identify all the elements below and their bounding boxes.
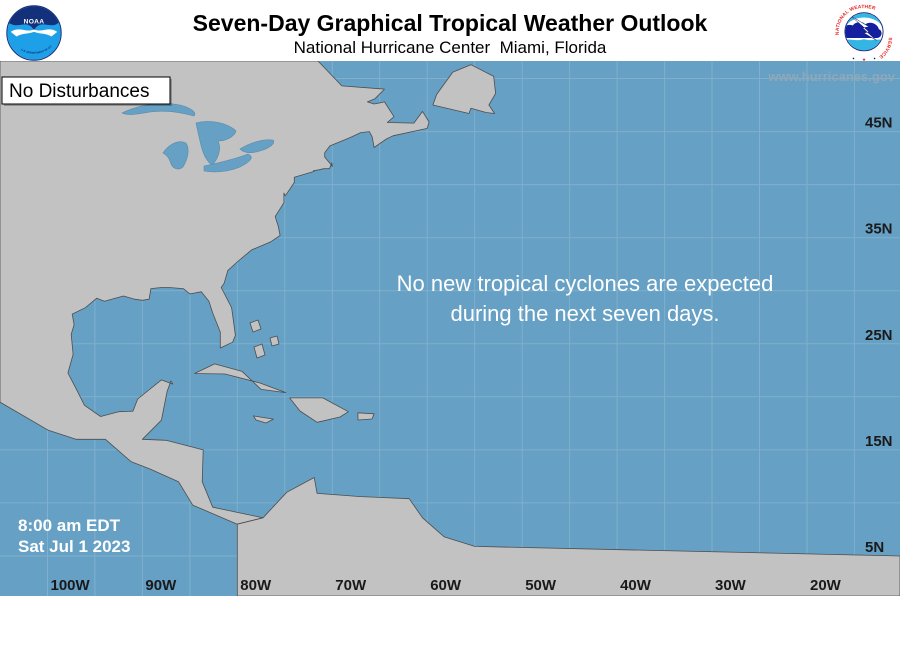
svg-text:Sat Jul 1 2023: Sat Jul 1 2023 [18,537,130,556]
svg-text:www.hurricanes.gov: www.hurricanes.gov [767,69,895,84]
svg-text:45N: 45N [865,115,893,132]
svg-text:50W: 50W [525,577,557,594]
svg-text:60W: 60W [430,577,462,594]
svg-text:35N: 35N [865,221,893,238]
svg-text:No Disturbances: No Disturbances [9,81,149,102]
svg-text:during the next seven days.: during the next seven days. [450,301,719,326]
svg-text:8:00 am EDT: 8:00 am EDT [18,516,121,535]
svg-text:15N: 15N [865,433,893,450]
svg-text:70W: 70W [335,577,367,594]
svg-text:80W: 80W [240,577,272,594]
svg-text:90W: 90W [145,577,177,594]
svg-text:No new tropical cyclones are e: No new tropical cyclones are expected [397,271,774,296]
svg-text:25N: 25N [865,327,893,344]
svg-text:20W: 20W [810,577,842,594]
svg-text:30W: 30W [715,577,747,594]
svg-text:40W: 40W [620,577,652,594]
svg-text:NOAA: NOAA [24,19,45,26]
svg-text:100W: 100W [51,577,91,594]
svg-text:5N: 5N [865,539,884,556]
